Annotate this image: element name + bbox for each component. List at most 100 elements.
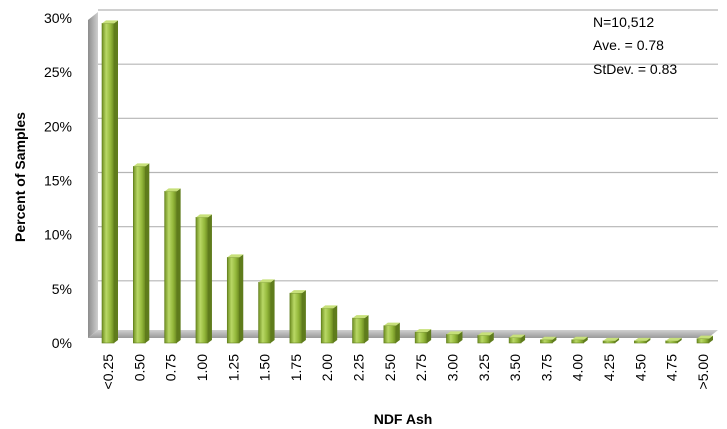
bar-top — [383, 322, 400, 326]
bar-front — [164, 191, 177, 344]
bar-top — [603, 337, 620, 341]
bar-side — [270, 279, 275, 343]
bar — [540, 336, 557, 344]
bar — [258, 279, 275, 344]
bar-top — [509, 334, 526, 338]
bars — [101, 20, 713, 344]
bar-top — [415, 329, 432, 333]
bar-top — [352, 315, 369, 319]
bar-side — [207, 214, 212, 343]
bar-side — [458, 331, 463, 343]
bar — [477, 332, 494, 344]
bar — [665, 337, 682, 344]
bar — [446, 331, 463, 344]
x-tick-label: 1.75 — [288, 354, 304, 381]
bar-side — [615, 337, 620, 343]
bar — [352, 315, 369, 344]
bar-side — [239, 254, 244, 343]
chart-floor — [88, 330, 718, 338]
bar-side — [489, 332, 494, 343]
bar-top — [102, 20, 118, 24]
bar-front — [665, 340, 678, 344]
x-tick-label: 1.50 — [257, 354, 273, 381]
bar — [383, 322, 400, 344]
bar-front — [352, 317, 365, 344]
bar — [133, 163, 150, 344]
bar — [634, 337, 651, 344]
stat-stdev: StDev. = 0.83 — [593, 61, 677, 77]
x-tick-label: 2.25 — [351, 354, 367, 381]
bar — [289, 290, 306, 344]
y-tick-label: 15% — [44, 173, 72, 189]
bar-side — [677, 337, 682, 343]
bar-front — [571, 339, 585, 344]
bar — [571, 336, 588, 344]
x-tick-label: >5.00 — [695, 354, 711, 390]
bar-side — [114, 20, 118, 344]
bar-front — [477, 335, 491, 344]
bar-top — [164, 188, 181, 192]
bar-front — [258, 282, 271, 344]
y-tick-label: 0% — [52, 335, 72, 351]
bar — [164, 188, 181, 344]
x-tick-label: 4.50 — [632, 354, 648, 381]
bar-side — [395, 322, 400, 343]
bar-side — [521, 334, 526, 343]
y-tick-label: 30% — [44, 10, 72, 26]
x-tick-label: 3.00 — [444, 354, 460, 381]
bar — [101, 20, 118, 344]
bar-side — [709, 335, 713, 343]
bar-top — [540, 336, 557, 340]
bar-side — [427, 329, 432, 343]
x-tick-label: 4.25 — [601, 354, 617, 381]
bar-top — [446, 331, 463, 335]
bar-top — [195, 214, 212, 218]
bar — [602, 337, 620, 344]
x-tick-label: 3.25 — [476, 354, 492, 381]
bar-front — [101, 23, 115, 344]
bar-front — [696, 338, 710, 344]
x-tick-label: <0.25 — [100, 354, 116, 390]
y-tick-label: 25% — [44, 64, 72, 80]
x-tick-labels: <0.25 0.50 0.75 1.00 1.25 1.50 1.75 2.00 2.25 2.5… — [100, 354, 711, 390]
x-tick-label: 2.00 — [319, 354, 335, 381]
y-tick-label: 5% — [52, 281, 72, 297]
x-tick-label: 3.50 — [507, 354, 523, 381]
bar-top — [227, 254, 244, 258]
bar — [195, 214, 212, 344]
bar-side — [552, 336, 557, 343]
x-tick-label: 0.50 — [131, 354, 147, 381]
bar-side — [364, 315, 369, 343]
bar-top — [665, 337, 682, 341]
x-tick-label: 4.75 — [664, 354, 680, 381]
y-axis-title: Percent of Samples — [12, 112, 28, 242]
bar-front — [508, 337, 522, 344]
x-tick-label: 2.50 — [382, 354, 398, 381]
bar — [696, 335, 713, 344]
stat-average: Ave. = 0.78 — [593, 37, 664, 53]
bar-front — [289, 292, 303, 344]
bar-front — [634, 340, 647, 344]
stat-n: N=10,512 — [593, 14, 654, 30]
bar-top — [321, 305, 338, 309]
y-tick-label: 20% — [44, 118, 72, 134]
x-tick-label: 0.75 — [163, 354, 179, 381]
bar-side — [301, 290, 306, 343]
bar-top — [133, 163, 150, 167]
bar-top — [289, 290, 306, 294]
chart-side-wall — [88, 12, 98, 338]
x-tick-label: 3.75 — [538, 354, 554, 381]
bar-front — [383, 325, 397, 344]
bar — [414, 329, 432, 344]
x-axis-title: NDF Ash — [374, 411, 433, 427]
bar-top — [697, 335, 713, 339]
bar-side — [333, 305, 338, 343]
bar — [508, 334, 526, 344]
bar-front — [133, 166, 146, 344]
bar — [226, 254, 244, 344]
bar-front — [602, 340, 616, 344]
y-tick-labels: 0% 5% 10% 15% 20% 25% 30% — [44, 10, 72, 351]
bar-front — [320, 308, 334, 344]
x-tick-label: 2.75 — [413, 354, 429, 381]
